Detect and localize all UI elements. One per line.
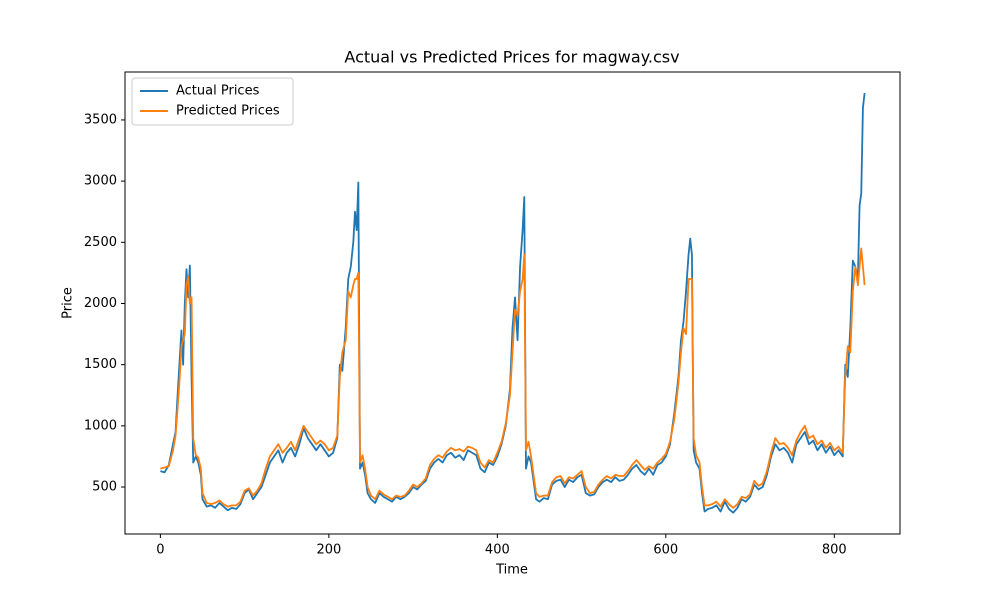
legend: Actual Prices Predicted Prices bbox=[131, 77, 294, 126]
y-tick-label: 2500 bbox=[84, 235, 117, 250]
x-tick-label: 800 bbox=[822, 543, 847, 558]
legend-box bbox=[131, 77, 294, 126]
x-tick-label: 400 bbox=[485, 543, 510, 558]
y-tick-label: 1500 bbox=[84, 357, 117, 372]
chart-title: Actual vs Predicted Prices for magway.cs… bbox=[344, 48, 679, 67]
x-tick-label: 600 bbox=[653, 543, 678, 558]
data-line bbox=[160, 92, 866, 514]
axes-frame bbox=[124, 71, 901, 535]
data-line bbox=[160, 247, 866, 509]
y-tick-label: 3500 bbox=[84, 112, 117, 127]
legend-label: Actual Prices bbox=[176, 84, 260, 99]
y-tick-label: 2000 bbox=[84, 296, 117, 311]
x-tick-label: 0 bbox=[156, 543, 164, 558]
y-tick-label: 500 bbox=[92, 480, 117, 495]
x-tick-label: 200 bbox=[316, 543, 341, 558]
x-axis-label: Time bbox=[495, 563, 528, 578]
legend-label: Predicted Prices bbox=[176, 104, 280, 119]
plot-area: 0 200 400 600 800 500 1000 1500 2000 2500 3000 3500 bbox=[84, 92, 866, 558]
y-tick-label: 1000 bbox=[84, 418, 117, 433]
y-axis-label: Price bbox=[61, 287, 76, 319]
y-tick-label: 3000 bbox=[84, 174, 117, 189]
